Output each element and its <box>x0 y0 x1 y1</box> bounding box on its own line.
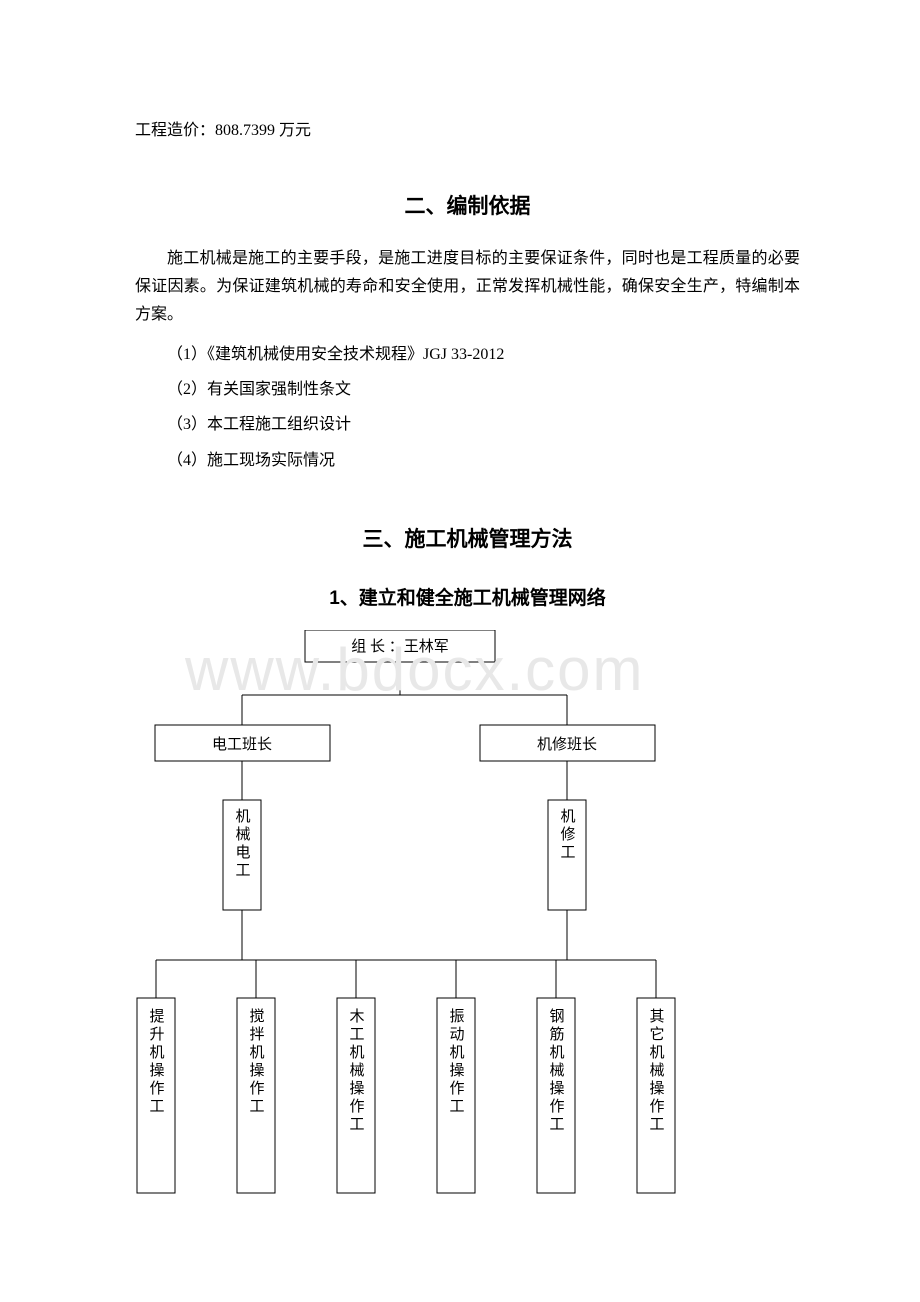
node-op1-label: 提升机操作工 <box>146 1008 167 1116</box>
section-3-sub-1: 1、建立和健全施工机械管理网络 <box>135 583 800 610</box>
org-chart-svg: 组 长 ：王林军 电工班长 机修班长 机械电工 <box>135 630 800 1220</box>
node-op3-label: 木工机械操作工 <box>346 1008 367 1134</box>
node-jxdg-label: 机械电工 <box>232 808 253 880</box>
section-2-title: 二、编制依据 <box>135 190 800 220</box>
node-mech-lead-label: 机修班长 <box>537 736 597 753</box>
node-leader-label: 组 长 ：王林军 <box>351 638 449 655</box>
section-3-title: 三、施工机械管理方法 <box>135 523 800 553</box>
section-2-paragraph: 施工机械是施工的主要手段，是施工进度目标的主要保证条件，同时也是工程质量的必要保… <box>135 245 800 329</box>
org-chart: www.bdocx.com 组 长 ：王林军 电工班长 机修班长 机械电工 <box>135 630 800 1220</box>
node-op5-label: 钢筋机械操作工 <box>546 1008 567 1134</box>
node-jxg-label: 机修工 <box>557 808 578 862</box>
cost-line: 工程造价：808.7399 万元 <box>135 116 800 140</box>
node-elec-lead-label: 电工班长 <box>212 736 272 753</box>
node-op2-label: 搅拌机操作工 <box>246 1008 267 1116</box>
basis-item-4: （4）施工现场实际情况 <box>135 443 800 478</box>
basis-item-1: （1）《建筑机械使用安全技术规程》JGJ 33-2012 <box>135 337 800 372</box>
basis-item-2: （2）有关国家强制性条文 <box>135 372 800 407</box>
node-op6-label: 其它机械操作工 <box>646 1008 667 1134</box>
document-page: 工程造价：808.7399 万元 二、编制依据 施工机械是施工的主要手段，是施工… <box>0 0 920 1280</box>
node-op4-label: 振动机操作工 <box>446 1008 467 1116</box>
basis-item-3: （3）本工程施工组织设计 <box>135 407 800 442</box>
